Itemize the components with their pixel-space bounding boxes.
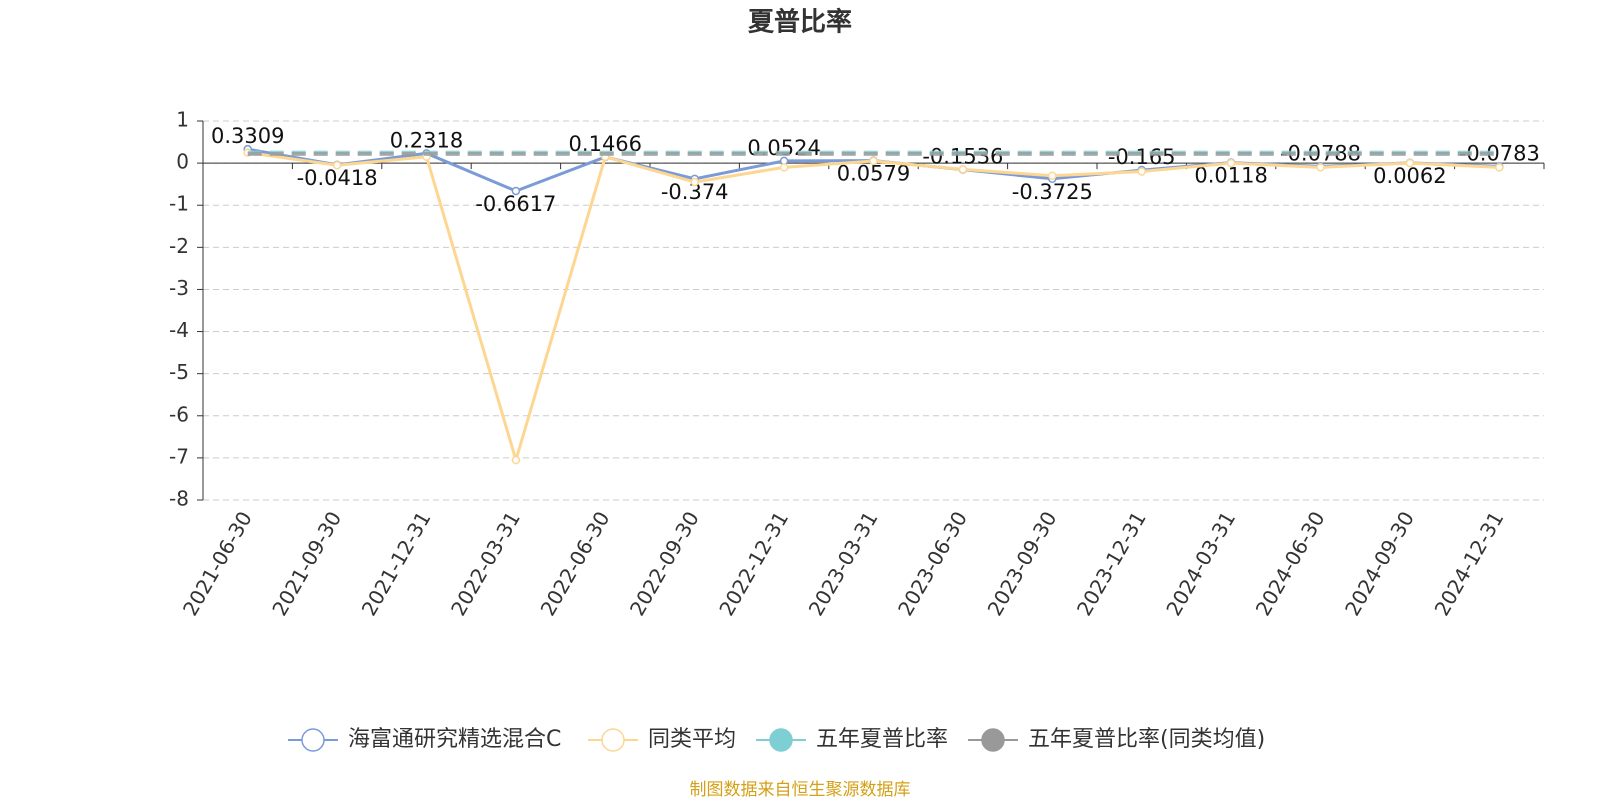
point xyxy=(1137,167,1146,176)
x-tick-label: 2024-12-31 xyxy=(1429,507,1508,620)
legend-label: 五年夏普比率 xyxy=(816,727,948,752)
legend-label: 五年夏普比率(同类均值) xyxy=(1028,727,1265,752)
y-tick-label: -6 xyxy=(169,402,189,426)
data-label: -0.6617 xyxy=(475,192,556,216)
data-label: 0.0118 xyxy=(1194,164,1267,188)
x-tick-label: 2021-06-30 xyxy=(178,507,257,620)
point xyxy=(511,455,521,465)
y-tick-label: -4 xyxy=(169,318,189,342)
y-tick-label: -2 xyxy=(169,234,189,258)
y-tick-label: -1 xyxy=(169,192,189,216)
point xyxy=(1316,163,1325,172)
point xyxy=(1495,163,1504,172)
point xyxy=(1048,171,1057,180)
data-label: 0.0579 xyxy=(837,162,910,186)
point xyxy=(958,165,968,174)
y-tick-label: -5 xyxy=(169,360,189,384)
legend-marker xyxy=(981,728,1005,752)
data-label: 0.2318 xyxy=(390,128,463,152)
x-tick-label: 2022-03-31 xyxy=(446,507,525,620)
y-tick-label: 1 xyxy=(176,108,189,132)
data-label: -0.0783 xyxy=(1459,141,1540,165)
point xyxy=(869,156,878,166)
y-tick-label: -7 xyxy=(169,444,189,468)
x-tick-label: 2023-09-30 xyxy=(982,507,1061,620)
legend-marker xyxy=(769,728,793,752)
legend-marker xyxy=(601,728,625,752)
y-tick-label: -8 xyxy=(169,487,189,511)
data-label: 0.0062 xyxy=(1373,164,1446,188)
point xyxy=(1405,158,1415,168)
x-tick-label: 2022-09-30 xyxy=(625,507,704,620)
x-tick-label: 2024-09-30 xyxy=(1340,507,1419,620)
data-label: -0.165 xyxy=(1108,145,1176,169)
point xyxy=(1226,158,1236,168)
point xyxy=(511,186,521,196)
data-label: 0.3309 xyxy=(211,124,284,148)
data-label: -0.3725 xyxy=(1012,180,1093,204)
point xyxy=(779,163,789,172)
data-label: -0.0418 xyxy=(297,166,378,190)
point xyxy=(690,177,699,187)
legend-label: 海富通研究精选混合C xyxy=(348,727,561,752)
legend-label: 同类平均 xyxy=(648,727,736,752)
y-tick-label: -3 xyxy=(169,276,189,300)
x-tick-label: 2024-03-31 xyxy=(1161,507,1240,620)
x-tick-label: 2023-12-31 xyxy=(1072,507,1151,620)
x-tick-label: 2023-03-31 xyxy=(804,507,883,620)
y-tick-label: 0 xyxy=(176,150,189,174)
x-tick-label: 2022-12-31 xyxy=(714,507,793,620)
source-note: 制图数据来自恒生聚源数据库 xyxy=(690,780,911,800)
x-tick-label: 2024-06-30 xyxy=(1251,507,1330,620)
chart-title: 夏普比率 xyxy=(748,7,852,38)
x-tick-label: 2021-09-30 xyxy=(267,507,346,620)
legend-marker xyxy=(301,728,325,752)
x-tick-label: 2023-06-30 xyxy=(893,507,972,620)
data-label: -0.1536 xyxy=(922,145,1003,169)
x-tick-label: 2021-12-31 xyxy=(357,507,436,620)
x-tick-label: 2022-06-30 xyxy=(535,507,614,620)
data-label: 0.0524 xyxy=(747,136,820,160)
series-line xyxy=(247,151,1500,466)
point xyxy=(332,160,342,170)
